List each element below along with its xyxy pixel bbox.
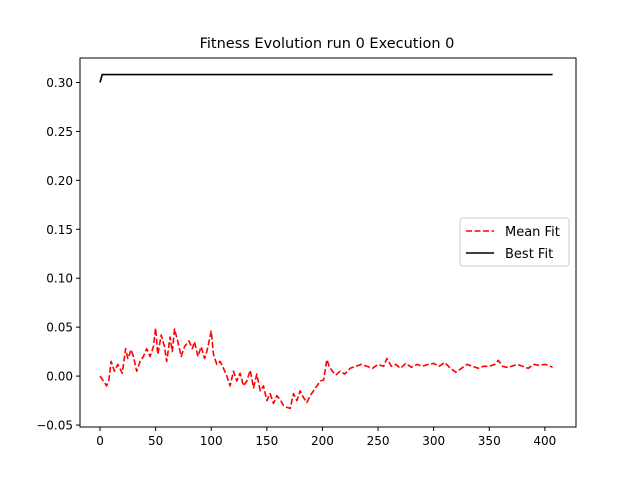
y-tick-label: 0.15	[46, 223, 73, 237]
chart-title: Fitness Evolution run 0 Execution 0	[200, 36, 455, 52]
x-tick-label: 200	[311, 434, 334, 448]
y-tick-label: 0.30	[46, 76, 73, 90]
x-tick-label: 250	[367, 434, 390, 448]
legend-label-best-fit: Best Fit	[505, 247, 553, 262]
legend-label-mean-fit: Mean Fit	[505, 225, 560, 240]
x-tick-label: 0	[96, 434, 104, 448]
plot-frame	[79, 57, 577, 428]
y-tick-label: 0.10	[46, 272, 73, 286]
legend-box	[459, 217, 570, 267]
series-line-mean-fit	[99, 327, 553, 410]
series-line-best-fit	[99, 73, 553, 83]
y-tick-label: −0.05	[36, 419, 73, 433]
x-tick-label: 400	[533, 434, 556, 448]
plot-area	[99, 73, 553, 410]
y-tick-label: 0.20	[46, 174, 73, 188]
x-tick-label: 100	[200, 434, 223, 448]
x-tick-label: 300	[422, 434, 445, 448]
y-tick-label: 0.25	[46, 125, 73, 139]
y-tick-label: 0.00	[46, 370, 73, 384]
x-tick-label: 350	[478, 434, 501, 448]
axes: 0 50 100 150 200 250 300 350 400 −0.05 0.00 0.05 0.1…	[36, 76, 556, 448]
y-tick-label: 0.05	[46, 321, 73, 335]
x-tick-label: 50	[148, 434, 163, 448]
x-tick-label: 150	[255, 434, 278, 448]
legend: Mean Fit Best Fit	[459, 217, 570, 267]
